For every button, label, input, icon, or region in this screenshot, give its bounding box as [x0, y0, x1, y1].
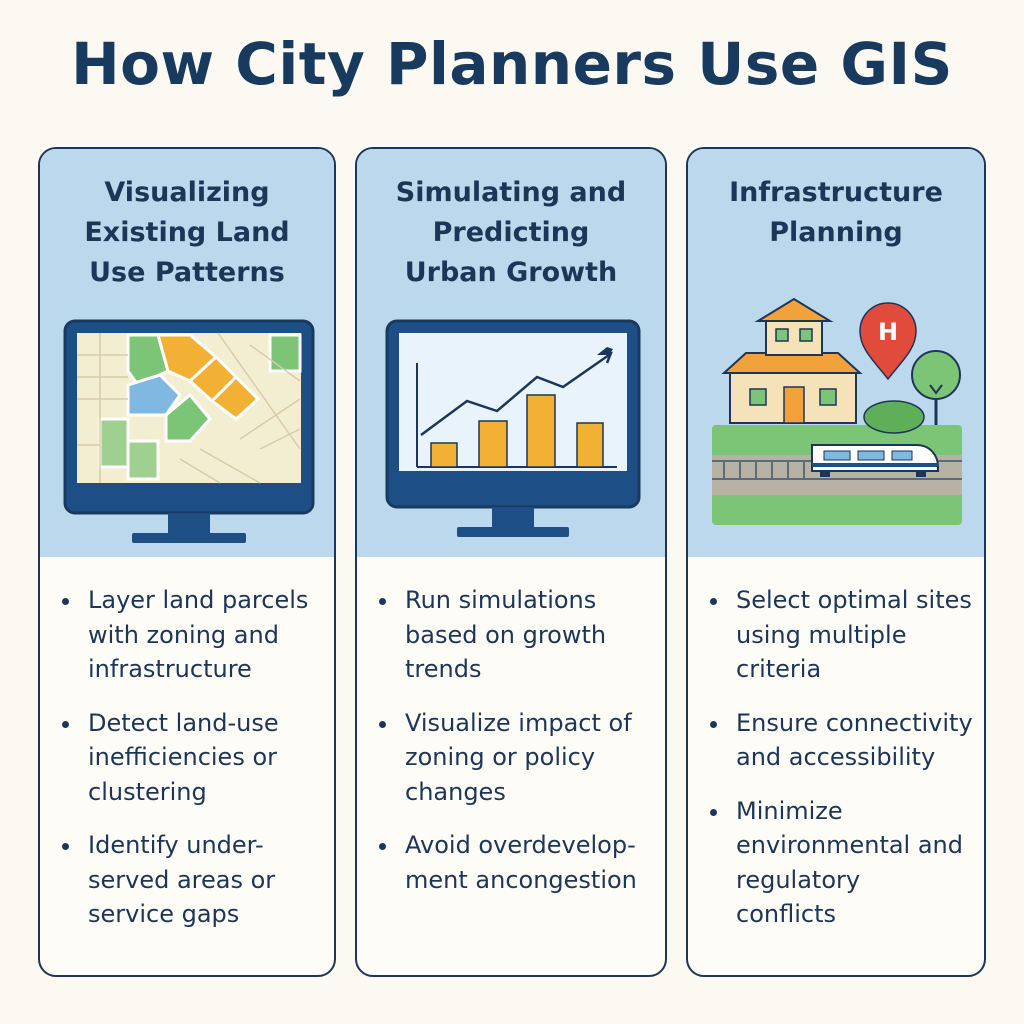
- page-title: How City Planners Use GIS: [71, 30, 953, 98]
- bullet-list: Layer land parcels with zoning and infrast…: [40, 583, 334, 951]
- list-item: Ensure connectivity and accessibility: [710, 706, 973, 775]
- list-item: Detect land-use inefficiencies or clusteri…: [62, 706, 318, 810]
- hospital-marker-label: H: [878, 318, 898, 346]
- list-item: Layer land parcels with zoning and infrast…: [62, 583, 318, 687]
- card-land-use: Visualizing Existing Land Use Patterns: [38, 147, 336, 977]
- bullet-list: Run simulations based on growth trends Vis…: [357, 583, 665, 916]
- card-title: Visualizing Existing Land Use Patterns: [84, 177, 290, 288]
- card-title: Simulating and Predicting Urban Growth: [395, 177, 627, 288]
- card-title: Infrastructure Planning: [729, 177, 943, 248]
- list-item: Avoid overdevelop-ment ancongestion: [379, 828, 649, 897]
- list-item: Select optimal sites using multiple criter…: [710, 583, 972, 687]
- card-infrastructure: Infrastructure Planning H: [686, 147, 986, 977]
- bullet-list: Select optimal sites using multiple criter…: [688, 583, 984, 951]
- map-monitor-icon: [63, 319, 315, 543]
- list-item: Run simulations based on growth trends: [379, 583, 649, 687]
- list-item: Minimize environmental and regulatory confl…: [710, 794, 968, 932]
- growth-chart-monitor-icon: [385, 319, 641, 537]
- house-hospital-train-icon: H: [712, 297, 962, 525]
- card-urban-growth: Simulating and Predicting Urban Growth R…: [355, 147, 667, 977]
- list-item: Visualize impact of zoning or policy chang…: [379, 706, 649, 810]
- list-item: Identify under-served areas or service ga…: [62, 828, 318, 932]
